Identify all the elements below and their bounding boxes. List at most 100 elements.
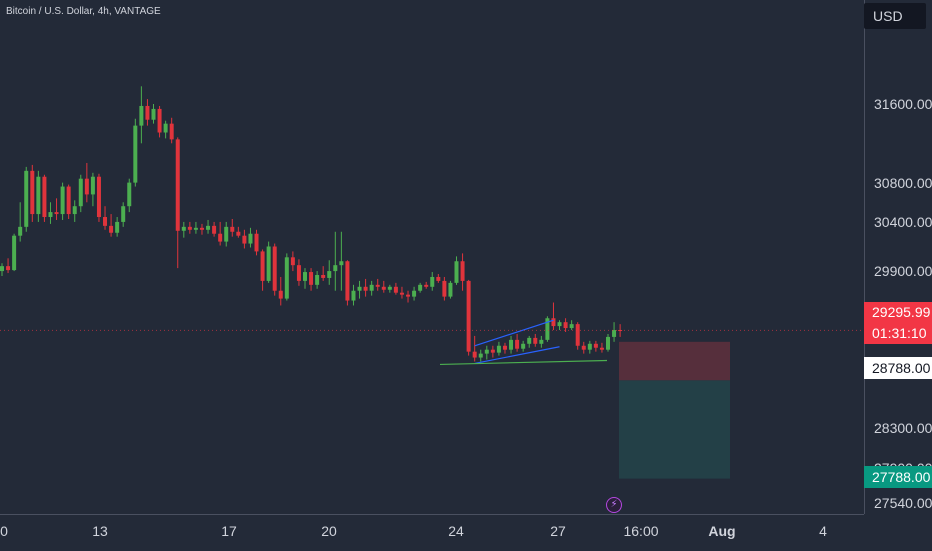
candle-body bbox=[399, 292, 404, 295]
candle-body bbox=[575, 324, 580, 346]
candle-body bbox=[224, 226, 229, 242]
candle-body bbox=[109, 225, 114, 233]
candle-body bbox=[333, 265, 338, 272]
candle-body bbox=[36, 176, 41, 215]
candle-body bbox=[599, 347, 604, 350]
candle-body bbox=[490, 349, 495, 353]
candle-body bbox=[60, 186, 65, 215]
candle-body bbox=[90, 176, 95, 195]
channel-lower-line bbox=[474, 346, 560, 365]
candle-body bbox=[42, 176, 47, 218]
candle-body bbox=[569, 324, 574, 329]
candle-body bbox=[460, 261, 465, 281]
channel-upper-line bbox=[474, 319, 554, 347]
candle-body bbox=[218, 233, 223, 242]
candle-body bbox=[527, 337, 532, 344]
candle-body bbox=[175, 139, 180, 231]
time-axis[interactable]: 0 13 17 20 24 27 16:00 Aug 4 bbox=[0, 514, 864, 551]
price-tick-label: 29900.00 bbox=[874, 263, 932, 280]
candle-body bbox=[327, 271, 332, 278]
candle-body bbox=[284, 257, 289, 299]
price-tick-label: 30400.00 bbox=[874, 213, 932, 230]
countdown-timer: 01:31:10 bbox=[872, 325, 927, 341]
candle-body bbox=[236, 231, 241, 236]
candle-body bbox=[193, 227, 198, 230]
lightning-icon[interactable]: ⚡ bbox=[606, 497, 622, 513]
candle-body bbox=[242, 235, 247, 244]
candle-body bbox=[303, 272, 307, 281]
candle-body bbox=[260, 251, 265, 281]
candle-body bbox=[212, 225, 217, 234]
price-tick-label: 30800.00 bbox=[874, 174, 932, 191]
support-line bbox=[439, 359, 608, 366]
candle-body bbox=[424, 284, 429, 287]
candle-body bbox=[315, 275, 320, 285]
time-tick-label: 4 bbox=[819, 523, 827, 539]
currency-button[interactable]: USD bbox=[864, 3, 926, 29]
target-price-label: 27788.00 bbox=[864, 466, 932, 488]
candle-body bbox=[539, 339, 544, 344]
candle-body bbox=[393, 286, 398, 293]
candle-body bbox=[339, 261, 344, 266]
price-axis[interactable]: 31600.0030800.0030400.0029900.0029500.00… bbox=[864, 0, 932, 514]
price-tick-label: 31600.00 bbox=[874, 96, 932, 112]
candle-body bbox=[163, 123, 168, 133]
candle-body bbox=[30, 170, 35, 215]
candle-body bbox=[84, 178, 89, 195]
candle-body bbox=[230, 226, 235, 232]
price-chart[interactable] bbox=[0, 0, 864, 514]
candle-body bbox=[478, 353, 483, 358]
time-tick-label: 0 bbox=[0, 523, 8, 539]
time-tick-label: 17 bbox=[221, 523, 237, 539]
candle-body bbox=[454, 261, 459, 283]
candle-body bbox=[151, 108, 156, 120]
candle-body bbox=[345, 261, 350, 301]
candle-body bbox=[369, 284, 374, 291]
time-tick-label: 13 bbox=[92, 523, 108, 539]
candle-body bbox=[266, 246, 271, 281]
candle-body bbox=[121, 206, 126, 222]
candle-body bbox=[551, 318, 556, 327]
chart-title: Bitcoin / U.S. Dollar, 4h, VANTAGE bbox=[6, 6, 161, 17]
candle-body bbox=[157, 108, 162, 133]
candle-body bbox=[430, 276, 435, 287]
candle-body bbox=[296, 265, 301, 281]
candle-body bbox=[436, 276, 441, 281]
candle-body bbox=[587, 343, 592, 350]
candle-body bbox=[0, 266, 4, 272]
candle-body bbox=[448, 282, 453, 297]
candle-body bbox=[357, 286, 362, 291]
candle-body bbox=[612, 330, 617, 337]
candle-body bbox=[54, 212, 59, 215]
candle-body bbox=[412, 290, 417, 297]
time-tick-label: Aug bbox=[708, 523, 736, 539]
chart-area[interactable]: Bitcoin / U.S. Dollar, 4h, VANTAGE ⚡ bbox=[0, 0, 864, 514]
candle-body bbox=[78, 178, 83, 207]
candle-body bbox=[418, 284, 423, 291]
candle-body bbox=[6, 266, 11, 271]
candle-body bbox=[557, 322, 562, 327]
candle-body bbox=[139, 105, 144, 126]
candle-body bbox=[606, 336, 610, 350]
time-tick-label: 27 bbox=[550, 523, 566, 539]
price-tick-label: 27540.00 bbox=[874, 495, 932, 511]
candle-body bbox=[533, 337, 538, 344]
time-tick-label: 20 bbox=[321, 523, 337, 539]
candle-body bbox=[181, 226, 186, 231]
candle-body bbox=[133, 125, 138, 183]
candle-body bbox=[563, 322, 568, 329]
candle-body bbox=[206, 225, 211, 230]
candle-body bbox=[496, 345, 501, 353]
time-tick-label: 16:00 bbox=[623, 523, 659, 539]
candle-body bbox=[103, 217, 108, 226]
candle-body bbox=[254, 233, 259, 252]
candle-body bbox=[290, 257, 295, 266]
entry-price-label: 28788.00 bbox=[864, 357, 932, 379]
candle-body bbox=[66, 186, 71, 215]
candle-body bbox=[248, 233, 253, 244]
candle-body bbox=[12, 235, 17, 271]
candle-body bbox=[363, 286, 368, 291]
candle-body bbox=[484, 349, 489, 354]
candle-body bbox=[309, 272, 314, 285]
candle-body bbox=[406, 294, 411, 297]
